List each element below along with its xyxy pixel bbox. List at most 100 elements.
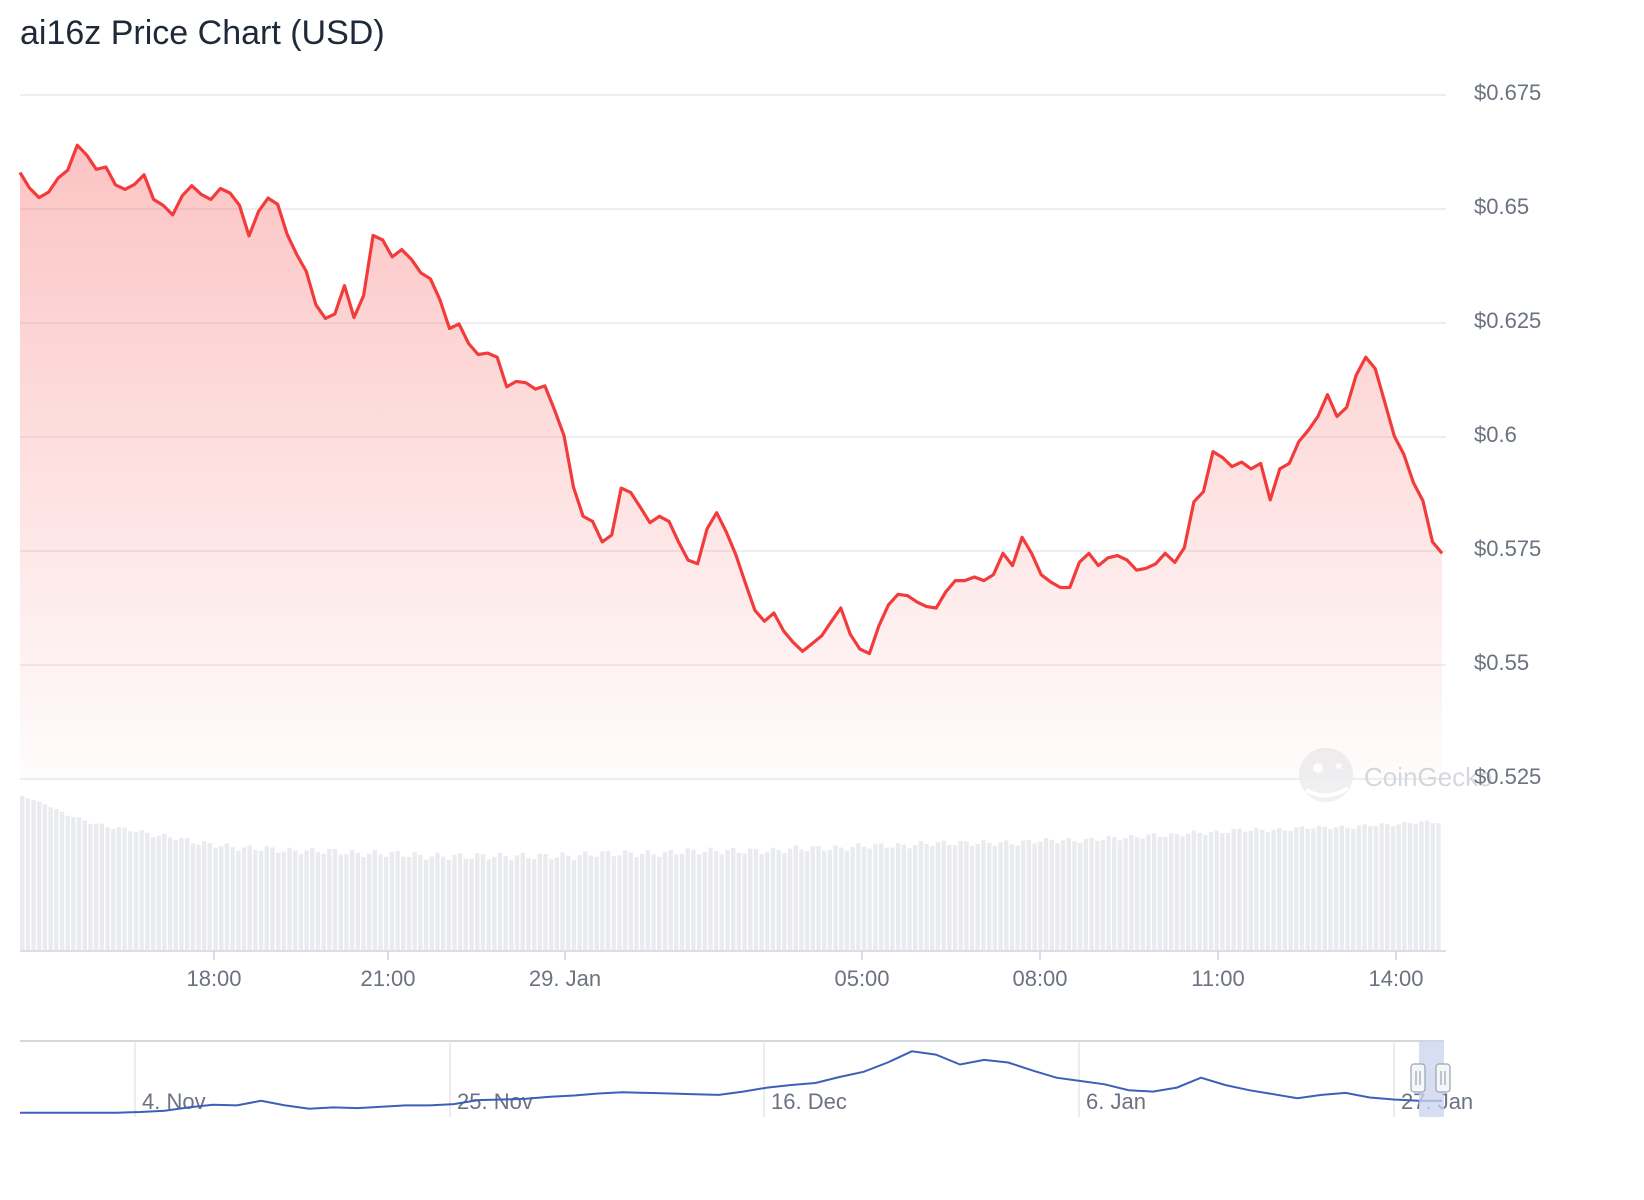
navigator-handle[interactable]: [1435, 1063, 1451, 1093]
volume-bar: [975, 843, 980, 950]
volume-bar: [600, 851, 605, 950]
volume-bar: [1407, 823, 1413, 950]
volume-bar: [1151, 833, 1157, 950]
volume-bar: [20, 796, 25, 950]
volume-bar: [99, 823, 105, 950]
volume-bar: [543, 853, 548, 950]
volume-bar: [577, 855, 582, 950]
volume-bar: [1186, 833, 1191, 950]
volume-bar: [873, 844, 878, 950]
volume-bar: [167, 837, 173, 950]
volume-bar: [782, 853, 787, 950]
volume-bar: [930, 845, 935, 950]
volume-bar: [645, 850, 651, 950]
volume-bar: [861, 846, 867, 950]
volume-bar: [48, 807, 53, 950]
volume-bar: [986, 843, 992, 950]
volume-bar: [401, 856, 406, 950]
volume-bar: [1157, 836, 1162, 950]
volume-bar: [662, 851, 668, 950]
volume-bar: [941, 840, 946, 950]
volume-bar: [139, 830, 144, 950]
volume-bar: [901, 844, 907, 950]
volume-bar: [440, 856, 446, 950]
volume-bar: [435, 852, 440, 950]
volume-bar: [82, 820, 87, 950]
volume-bar: [253, 850, 258, 950]
navigator-tick-label: 16. Dec: [771, 1089, 847, 1114]
chart-title: ai16z Price Chart (USD): [20, 14, 385, 52]
volume-bar: [520, 852, 525, 950]
y-tick-label: $0.575: [1474, 536, 1541, 561]
volume-bar: [1271, 829, 1276, 950]
volume-bar: [765, 852, 770, 950]
volume-bar: [1049, 840, 1054, 950]
y-tick-label: $0.625: [1474, 308, 1541, 333]
volume-bar: [264, 846, 269, 950]
volume-bar: [54, 808, 59, 950]
volume-bar: [981, 840, 986, 950]
volume-bar: [156, 835, 161, 950]
volume-bar: [1311, 828, 1316, 950]
volume-bar: [804, 851, 810, 950]
volume-bar: [1413, 823, 1418, 950]
volume-bar: [526, 857, 531, 950]
volume-bar: [122, 827, 127, 950]
navigator[interactable]: 4. Nov 25. Nov 16. Dec 6. Jan 27. Jan: [20, 1040, 1473, 1117]
x-axis: 18:00 21:00 29. Jan 05:00 08:00 11:00 14:00: [20, 950, 1446, 991]
volume-bar: [93, 823, 99, 950]
volume-bar: [1066, 837, 1071, 950]
volume-bar: [361, 857, 366, 950]
volume-bar: [469, 858, 474, 950]
volume-bar: [190, 843, 196, 950]
volume-bar: [406, 856, 412, 950]
y-axis: $0.675 $0.65 $0.625 $0.6 $0.575 $0.55 $0.525: [1474, 80, 1541, 789]
volume-bar: [1083, 838, 1089, 950]
volume-bars: [20, 796, 1441, 950]
volume-bar: [1396, 824, 1401, 950]
volume-bar: [128, 831, 133, 950]
volume-bar: [37, 801, 42, 950]
volume-bar: [696, 854, 702, 950]
volume-bar: [150, 837, 156, 950]
volume-bar: [702, 851, 707, 950]
volume-bar: [224, 843, 230, 950]
volume-bar: [1379, 823, 1384, 950]
volume-bar: [423, 859, 429, 950]
y-tick-label: $0.525: [1474, 764, 1541, 789]
volume-bar: [275, 852, 281, 950]
volume-bar: [1305, 828, 1310, 950]
y-tick-label: $0.55: [1474, 650, 1529, 675]
volume-bar: [1208, 832, 1214, 950]
volume-bar: [1373, 825, 1379, 950]
volume-bar: [304, 850, 309, 950]
volume-bar: [964, 841, 969, 950]
volume-bar: [992, 845, 998, 950]
volume-bar: [219, 846, 224, 950]
price-series: [18, 143, 1444, 779]
volume-bar: [1038, 841, 1043, 950]
volume-bar: [1043, 837, 1049, 950]
volume-bar: [287, 847, 292, 950]
volume-bar: [850, 846, 855, 950]
volume-bar: [1117, 840, 1123, 950]
volume-bar: [1288, 830, 1293, 950]
volume-bar: [674, 854, 679, 950]
volume-bar: [88, 824, 93, 950]
volume-bar: [1214, 830, 1219, 950]
volume-bar: [338, 854, 343, 950]
navigator-handle[interactable]: [1410, 1063, 1426, 1093]
volume-bar: [679, 853, 685, 950]
volume-bar: [270, 847, 275, 950]
volume-bar: [25, 798, 31, 950]
volume-bar: [1430, 823, 1436, 950]
volume-bar: [753, 849, 759, 950]
volume-bar: [42, 804, 48, 950]
volume-bar: [1072, 841, 1077, 950]
volume-bar: [895, 843, 901, 950]
volume-bar: [833, 845, 838, 950]
volume-bar: [969, 845, 975, 950]
volume-bar: [793, 845, 798, 950]
volume-bar: [184, 838, 190, 950]
